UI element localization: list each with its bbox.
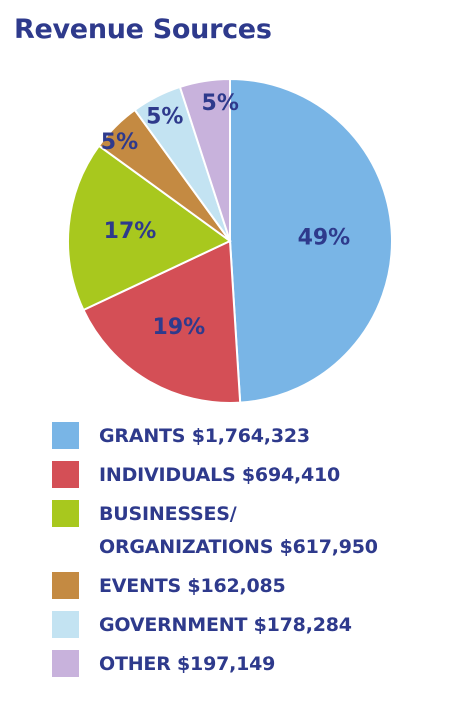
legend-swatch — [52, 422, 79, 449]
legend-item: BUSINESSES/ ORGANIZATIONS $617,950 — [52, 498, 447, 564]
legend-swatch — [52, 572, 79, 599]
legend-item: EVENTS $162,085 — [52, 570, 447, 603]
pie-slice-label: 5% — [146, 104, 183, 129]
legend-label: EVENTS $162,085 — [99, 575, 286, 597]
pie-slice-label: 5% — [101, 130, 138, 155]
legend-swatch — [52, 650, 79, 677]
legend-label: GOVERNMENT $178,284 — [99, 614, 352, 636]
pie-slice-individuals — [82, 239, 242, 404]
legend-label: GRANTS $1,764,323 — [99, 425, 310, 447]
legend-label: OTHER $197,149 — [99, 653, 276, 675]
legend-item: INDIVIDUALS $694,410 — [52, 459, 447, 492]
chart-legend: GRANTS $1,764,323 INDIVIDUALS $694,410 BUS… — [52, 420, 447, 687]
legend-item: GOVERNMENT $178,284 — [52, 609, 447, 642]
legend-label: INDIVIDUALS $694,410 — [99, 464, 341, 486]
pie-slice-other — [178, 77, 231, 242]
chart-title: Revenue Sources — [14, 14, 272, 45]
legend-item: OTHER $197,149 — [52, 648, 447, 681]
legend-swatch — [52, 611, 79, 638]
pie-slice-grants — [229, 77, 393, 404]
legend-swatch — [52, 461, 79, 488]
pie-slice-label: 19% — [153, 315, 206, 340]
pie-chart: 49% 19% 17% 5% 5% 5% — [67, 77, 393, 404]
legend-swatch — [52, 500, 79, 527]
legend-item: GRANTS $1,764,323 — [52, 420, 447, 453]
legend-label: BUSINESSES/ ORGANIZATIONS $617,950 — [99, 503, 378, 558]
pie-slice-label: 17% — [104, 219, 157, 244]
pie-slice-label: 49% — [298, 226, 351, 251]
pie-slice-label: 5% — [202, 91, 239, 116]
pie-slice-businesses — [67, 144, 232, 312]
